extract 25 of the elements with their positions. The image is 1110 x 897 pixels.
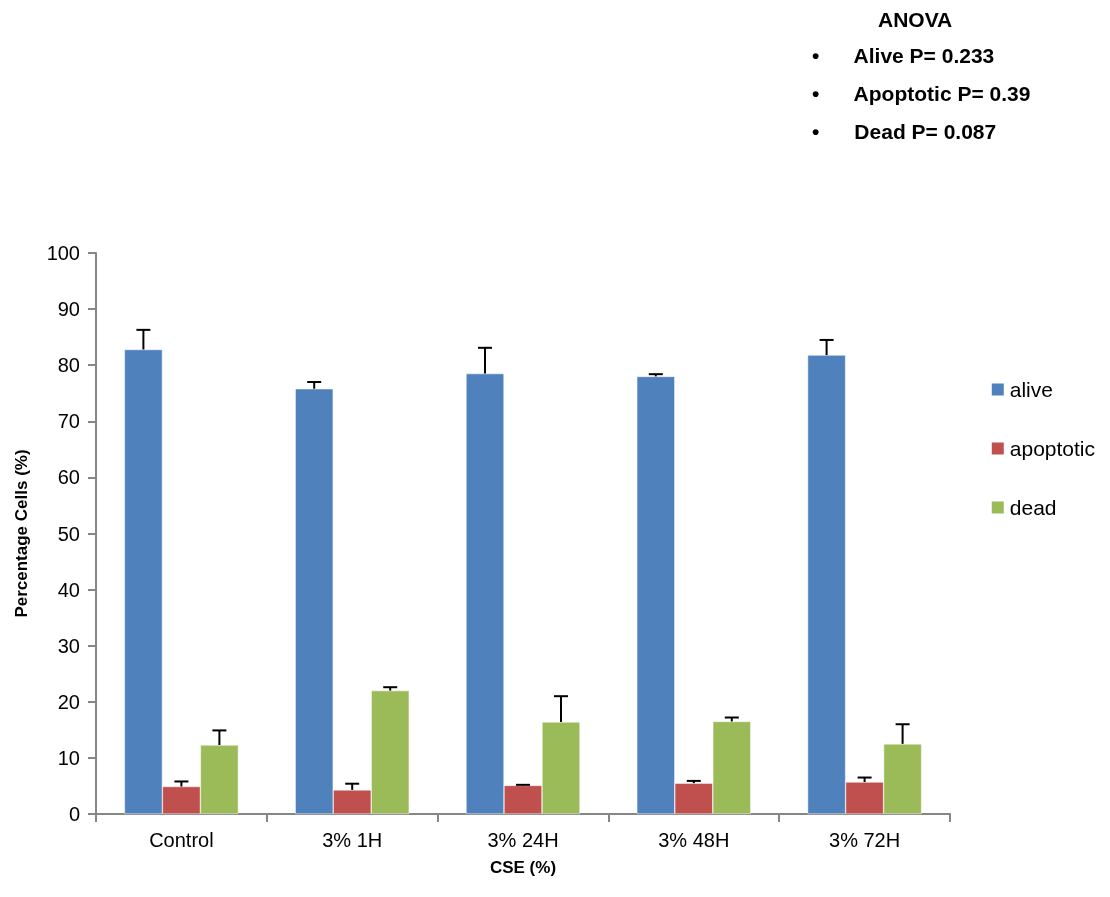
- x-tick-label: 3% 72H: [829, 829, 901, 851]
- text: • Apoptotic P= 0.39: [812, 82, 1031, 106]
- y-tick-label: 20: [57, 690, 80, 713]
- y-tick-label: 60: [57, 466, 80, 489]
- text: ANOVA: [878, 8, 954, 32]
- x-tick-label: Control: [149, 829, 214, 851]
- y-tick-label: 100: [46, 242, 80, 264]
- legend-label: dead: [1009, 496, 1057, 519]
- y-tick-label: 0: [68, 803, 80, 825]
- y-tick-label: 90: [57, 298, 80, 321]
- y-tick-label: 70: [57, 410, 80, 433]
- text: • Alive P= 0.233: [812, 44, 996, 68]
- y-tick-label: 30: [57, 634, 80, 657]
- y-tick-label: 80: [57, 354, 80, 377]
- y-axis-title: Percentage Cells (%): [12, 449, 31, 618]
- text: • Dead P= 0.087: [812, 120, 998, 144]
- legend-label: alive: [1009, 378, 1053, 401]
- y-tick-label: 50: [57, 522, 80, 545]
- legend-label: apoptotic: [1009, 437, 1095, 460]
- x-tick-label: 3% 48H: [658, 829, 730, 851]
- x-axis-title: CSE (%): [489, 858, 557, 877]
- y-tick-label: 10: [57, 746, 80, 769]
- x-tick-label: 3% 1H: [322, 829, 383, 851]
- x-tick-label: 3% 24H: [487, 829, 559, 851]
- y-tick-label: 40: [57, 578, 80, 601]
